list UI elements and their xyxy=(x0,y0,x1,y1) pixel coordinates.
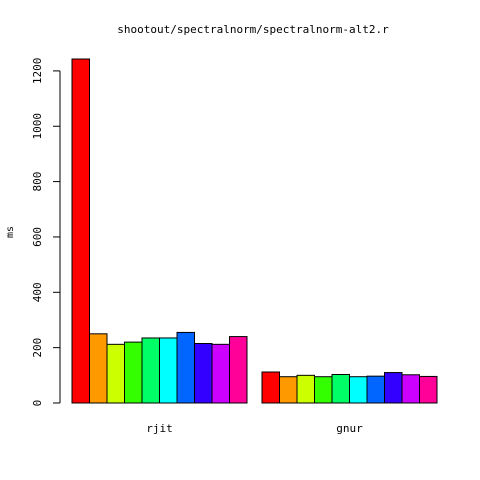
bar-gnur-8 xyxy=(384,372,403,404)
bar-gnur-2 xyxy=(279,376,298,404)
bar-rjit-5 xyxy=(141,337,160,404)
bar-gnur-9 xyxy=(401,374,420,404)
y-tick-label: 1200 xyxy=(31,58,44,85)
bar-gnur-3 xyxy=(296,374,315,404)
bar-gnur-7 xyxy=(366,375,385,404)
y-tick-label: 200 xyxy=(31,338,44,358)
bar-gnur-10 xyxy=(419,375,438,404)
bar-rjit-7 xyxy=(176,331,195,404)
y-tick-label: 800 xyxy=(31,172,44,192)
y-tick-label: 0 xyxy=(31,400,44,407)
category-label-rjit: rjit xyxy=(146,422,173,435)
bar-gnur-6 xyxy=(349,376,368,404)
bar-rjit-6 xyxy=(159,337,178,404)
y-axis: 0 200 400 600 800 1000 1200 xyxy=(31,58,61,407)
bar-rjit-2 xyxy=(89,333,108,404)
bar-rjit-3 xyxy=(106,343,125,404)
category-labels: rjit gnur xyxy=(146,422,363,435)
bars-group xyxy=(71,58,438,404)
category-label-gnur: gnur xyxy=(336,422,363,435)
y-tick-label: 1000 xyxy=(31,113,44,140)
y-tick-label: 400 xyxy=(31,282,44,302)
bar-rjit-9 xyxy=(211,343,230,404)
bar-gnur-1 xyxy=(261,371,280,404)
bar-gnur-4 xyxy=(314,376,333,404)
bar-rjit-1 xyxy=(71,58,90,404)
y-tick-label: 600 xyxy=(31,227,44,247)
bar-rjit-4 xyxy=(124,341,143,404)
chart-title: shootout/spectralnorm/spectralnorm-alt2.… xyxy=(117,23,389,36)
bar-gnur-5 xyxy=(331,373,350,404)
y-axis-label: ms xyxy=(5,226,16,238)
bar-rjit-8 xyxy=(194,342,213,404)
bar-rjit-10 xyxy=(229,336,248,404)
